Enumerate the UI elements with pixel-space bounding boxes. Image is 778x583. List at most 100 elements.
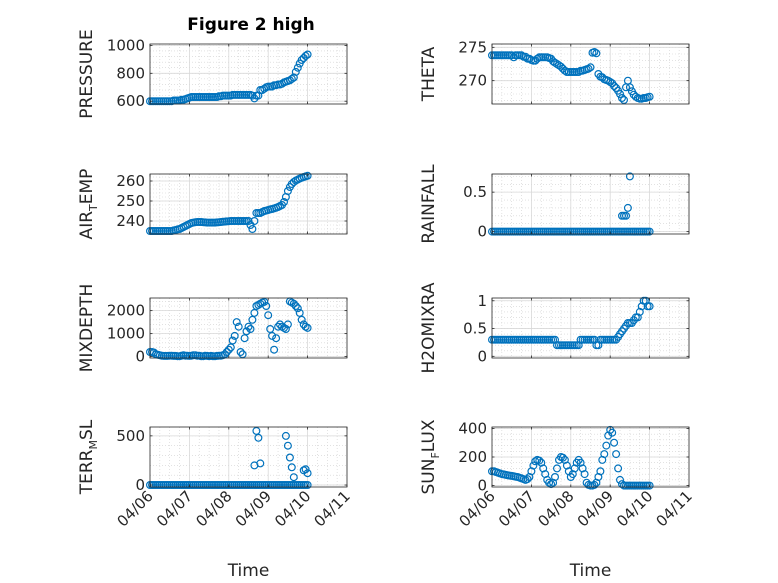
data-point [287, 74, 296, 83]
panel-theta: 270 275 THETA [419, 38, 690, 105]
data-point [645, 92, 654, 101]
y-axis-label: MIXDEPTH [77, 284, 97, 373]
axes-box [149, 297, 348, 359]
tick-marks [491, 298, 690, 358]
data-point [250, 308, 259, 317]
data-point [248, 315, 257, 324]
data-point [625, 83, 634, 92]
data-point [295, 308, 304, 317]
data-point [608, 428, 617, 437]
tick-marks [149, 298, 348, 358]
data-point [523, 475, 532, 484]
y-tick-label: 0 [477, 477, 487, 495]
y-tick-label: 600 [116, 92, 145, 110]
minor-grid [150, 44, 347, 104]
y-tick-label: 275 [458, 38, 487, 56]
y-axis-label-tail: EMP [77, 169, 97, 205]
data-point [574, 341, 583, 350]
data-point [584, 64, 593, 73]
data-point [590, 335, 599, 344]
tick-marks [149, 427, 348, 487]
data-point [285, 453, 294, 462]
data-point [641, 296, 650, 305]
data-point [291, 67, 300, 76]
panel-rainfall: 0 0.5 RAINFALL [419, 164, 690, 244]
data-point [293, 304, 302, 313]
series-markers [146, 297, 312, 361]
axes-box [491, 297, 690, 359]
data-point [224, 345, 233, 354]
series-markers [488, 172, 654, 236]
data-point [623, 203, 632, 212]
data-point [550, 58, 559, 67]
data-point [244, 322, 253, 331]
data-point [594, 341, 603, 350]
series-markers [146, 171, 312, 236]
data-point [232, 318, 241, 327]
data-point [287, 463, 296, 472]
data-point [234, 322, 243, 331]
data-point [289, 299, 298, 308]
data-point [268, 331, 277, 340]
data-point [615, 89, 624, 98]
y-tick-label: 400 [458, 419, 487, 437]
panel-h2omixra: 0 0.5 1 H2OMIXRA [419, 282, 690, 374]
data-point [596, 467, 605, 476]
panel-mixdepth: 0 1000 2000 MIXDEPTH [77, 284, 348, 373]
data-point [529, 461, 538, 470]
data-point [260, 297, 269, 306]
minor-grid [492, 298, 689, 358]
data-point [590, 47, 599, 56]
axes-box [149, 173, 348, 235]
data-point [545, 478, 554, 487]
data-point [610, 438, 619, 447]
data-point [252, 426, 261, 435]
data-point [637, 302, 646, 311]
data-point [274, 322, 283, 331]
data-point [590, 480, 599, 489]
data-point [521, 52, 530, 61]
y-tick-label: 270 [458, 72, 487, 90]
axes-box [149, 43, 348, 105]
y-axis-label: AIRTEMP [77, 169, 100, 240]
tick-marks [491, 427, 690, 487]
data-point [301, 465, 310, 474]
axes-box [491, 43, 690, 105]
data-point [303, 171, 312, 180]
y-tick-label: 500 [116, 427, 145, 445]
y-tick-label: 0 [135, 348, 145, 366]
series-markers [488, 47, 654, 104]
y-axis-label-main: TERR [77, 449, 97, 495]
data-point [615, 475, 624, 484]
data-point [592, 49, 601, 58]
data-point [230, 331, 239, 340]
data-point [552, 464, 561, 473]
y-tick-label: 2000 [107, 302, 145, 320]
data-point [598, 73, 607, 82]
figure-title: Figure 2 high [187, 15, 315, 35]
data-point [283, 320, 292, 329]
data-point [283, 187, 292, 196]
data-point [617, 93, 626, 102]
data-point [645, 481, 654, 490]
y-tick-label: 1000 [107, 36, 145, 54]
data-point [602, 441, 611, 450]
minor-grid [150, 174, 347, 234]
data-point [301, 51, 310, 60]
tick-marks [149, 174, 348, 234]
y-axis-label: H2OMIXRA [419, 282, 439, 373]
data-point [297, 315, 306, 324]
data-point [547, 480, 556, 489]
data-point [621, 211, 630, 220]
y-axis-label: SUNFLUX [419, 419, 442, 494]
major-grid [492, 298, 689, 358]
data-point [242, 327, 251, 336]
data-point [283, 441, 292, 450]
data-point [303, 323, 312, 332]
y-tick-label: 0 [477, 223, 487, 241]
major-grid [150, 174, 347, 234]
data-point [293, 63, 302, 72]
y-axis-label-subscript: T [87, 204, 100, 212]
data-point [272, 334, 281, 343]
data-point [507, 51, 516, 60]
